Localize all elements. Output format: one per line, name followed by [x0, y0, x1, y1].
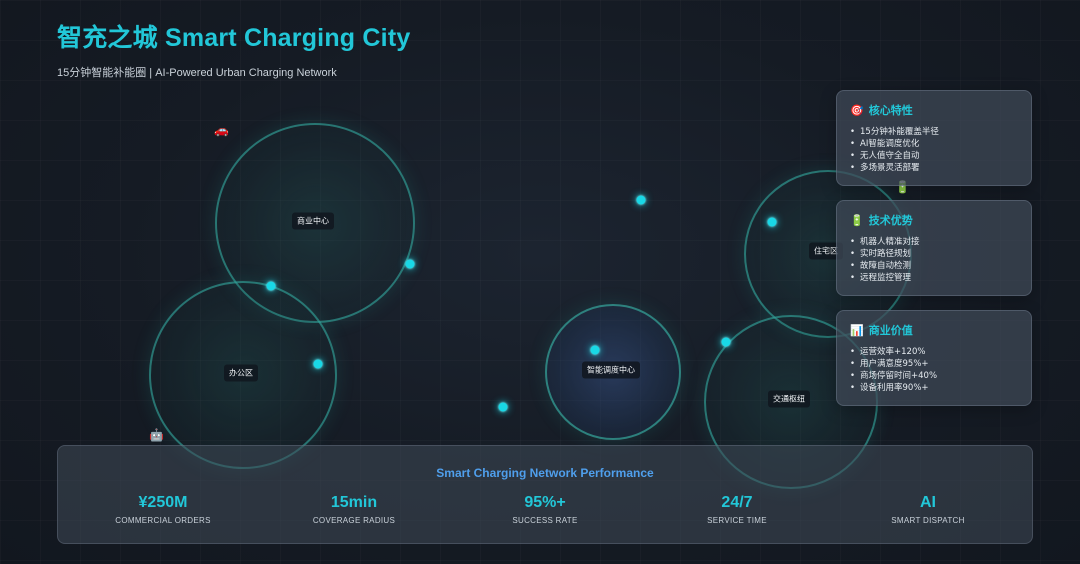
stat-value: 15min	[330, 494, 378, 511]
robot-icon: 🤖	[149, 428, 164, 442]
zone-label-transport: 交通枢纽	[768, 390, 810, 408]
list-item: 多场景灵活部署	[850, 162, 1018, 174]
zone-label-dispatch: 智能调度中心	[582, 361, 640, 379]
stat-success-rate: 95%+ SUCCESS RATE	[445, 494, 645, 525]
card-tech-advantages: 🔋 技术优势 机器人精准对接 实时路径规划 故障自动检测 远程监控管理	[836, 200, 1032, 296]
charging-robot-dot[interactable]	[266, 281, 276, 291]
charging-robot-dot[interactable]	[636, 195, 646, 205]
list-item: AI智能调度优化	[850, 138, 1018, 150]
stat-label: COMMERCIAL ORDERS	[115, 516, 211, 525]
performance-panel: Smart Charging Network Performance ¥250M…	[57, 445, 1033, 544]
list-item: 机器人精准对接	[850, 236, 1018, 248]
stat-value: 24/7	[721, 494, 753, 511]
stat-label: SMART DISPATCH	[891, 516, 965, 525]
page-title: 智充之城 Smart Charging City	[57, 24, 411, 52]
stat-value: ¥250M	[138, 494, 188, 511]
card-business-value: 📊 商业价值 运营效率+120% 用户满意度95%+ 商场停留时间+40% 设备利…	[836, 310, 1032, 406]
stat-commercial-orders: ¥250M COMMERCIAL ORDERS	[63, 494, 263, 525]
list-item: 实时路径规划	[850, 248, 1018, 260]
list-item: 商场停留时间+40%	[850, 370, 1018, 382]
list-item: 运营效率+120%	[850, 346, 1018, 358]
stat-smart-dispatch: AI SMART DISPATCH	[828, 494, 1028, 525]
target-icon: 🎯	[850, 103, 864, 117]
stat-label: COVERAGE RADIUS	[312, 516, 396, 525]
list-item: 故障自动检测	[850, 260, 1018, 272]
zone-label-commercial: 商业中心	[292, 212, 334, 230]
bar-chart-icon: 📊	[850, 323, 864, 337]
car-icon: 🚗	[214, 123, 229, 137]
zone-label-residential: 住宅区	[809, 242, 843, 260]
stat-coverage-radius: 15min COVERAGE RADIUS	[254, 494, 454, 525]
charging-robot-dot[interactable]	[767, 217, 777, 227]
card-title: 技术优势	[868, 214, 913, 227]
header: 智充之城 Smart Charging City 15分钟智能补能圈 | AI-…	[57, 18, 410, 80]
stat-service-time: 24/7 SERVICE TIME	[637, 494, 837, 525]
list-item: 用户满意度95%+	[850, 358, 1018, 370]
charging-robot-dot[interactable]	[590, 345, 600, 355]
stat-label: SERVICE TIME	[707, 516, 767, 525]
performance-title: Smart Charging Network Performance	[436, 466, 654, 480]
card-title: 商业价值	[868, 324, 913, 337]
card-title: 核心特性	[868, 104, 913, 117]
zone-label-office: 办公区	[224, 364, 258, 382]
list-item: 无人值守全自动	[850, 150, 1018, 162]
charging-robot-dot[interactable]	[405, 259, 415, 269]
card-core-features: 🎯 核心特性 15分钟补能覆盖半径 AI智能调度优化 无人值守全自动 多场景灵活部…	[836, 90, 1032, 186]
stat-value: AI	[920, 494, 936, 511]
page-subtitle: 15分钟智能补能圈 | AI-Powered Urban Charging Ne…	[57, 67, 337, 79]
charging-robot-dot[interactable]	[313, 359, 323, 369]
list-item: 远程监控管理	[850, 272, 1018, 284]
stat-value: 95%+	[524, 494, 566, 511]
charging-robot-dot[interactable]	[721, 337, 731, 347]
list-item: 设备利用率90%+	[850, 382, 1018, 394]
battery-icon: 🔋	[850, 213, 864, 227]
stat-label: SUCCESS RATE	[512, 516, 578, 525]
charging-robot-dot[interactable]	[498, 402, 508, 412]
list-item: 15分钟补能覆盖半径	[850, 126, 1018, 138]
